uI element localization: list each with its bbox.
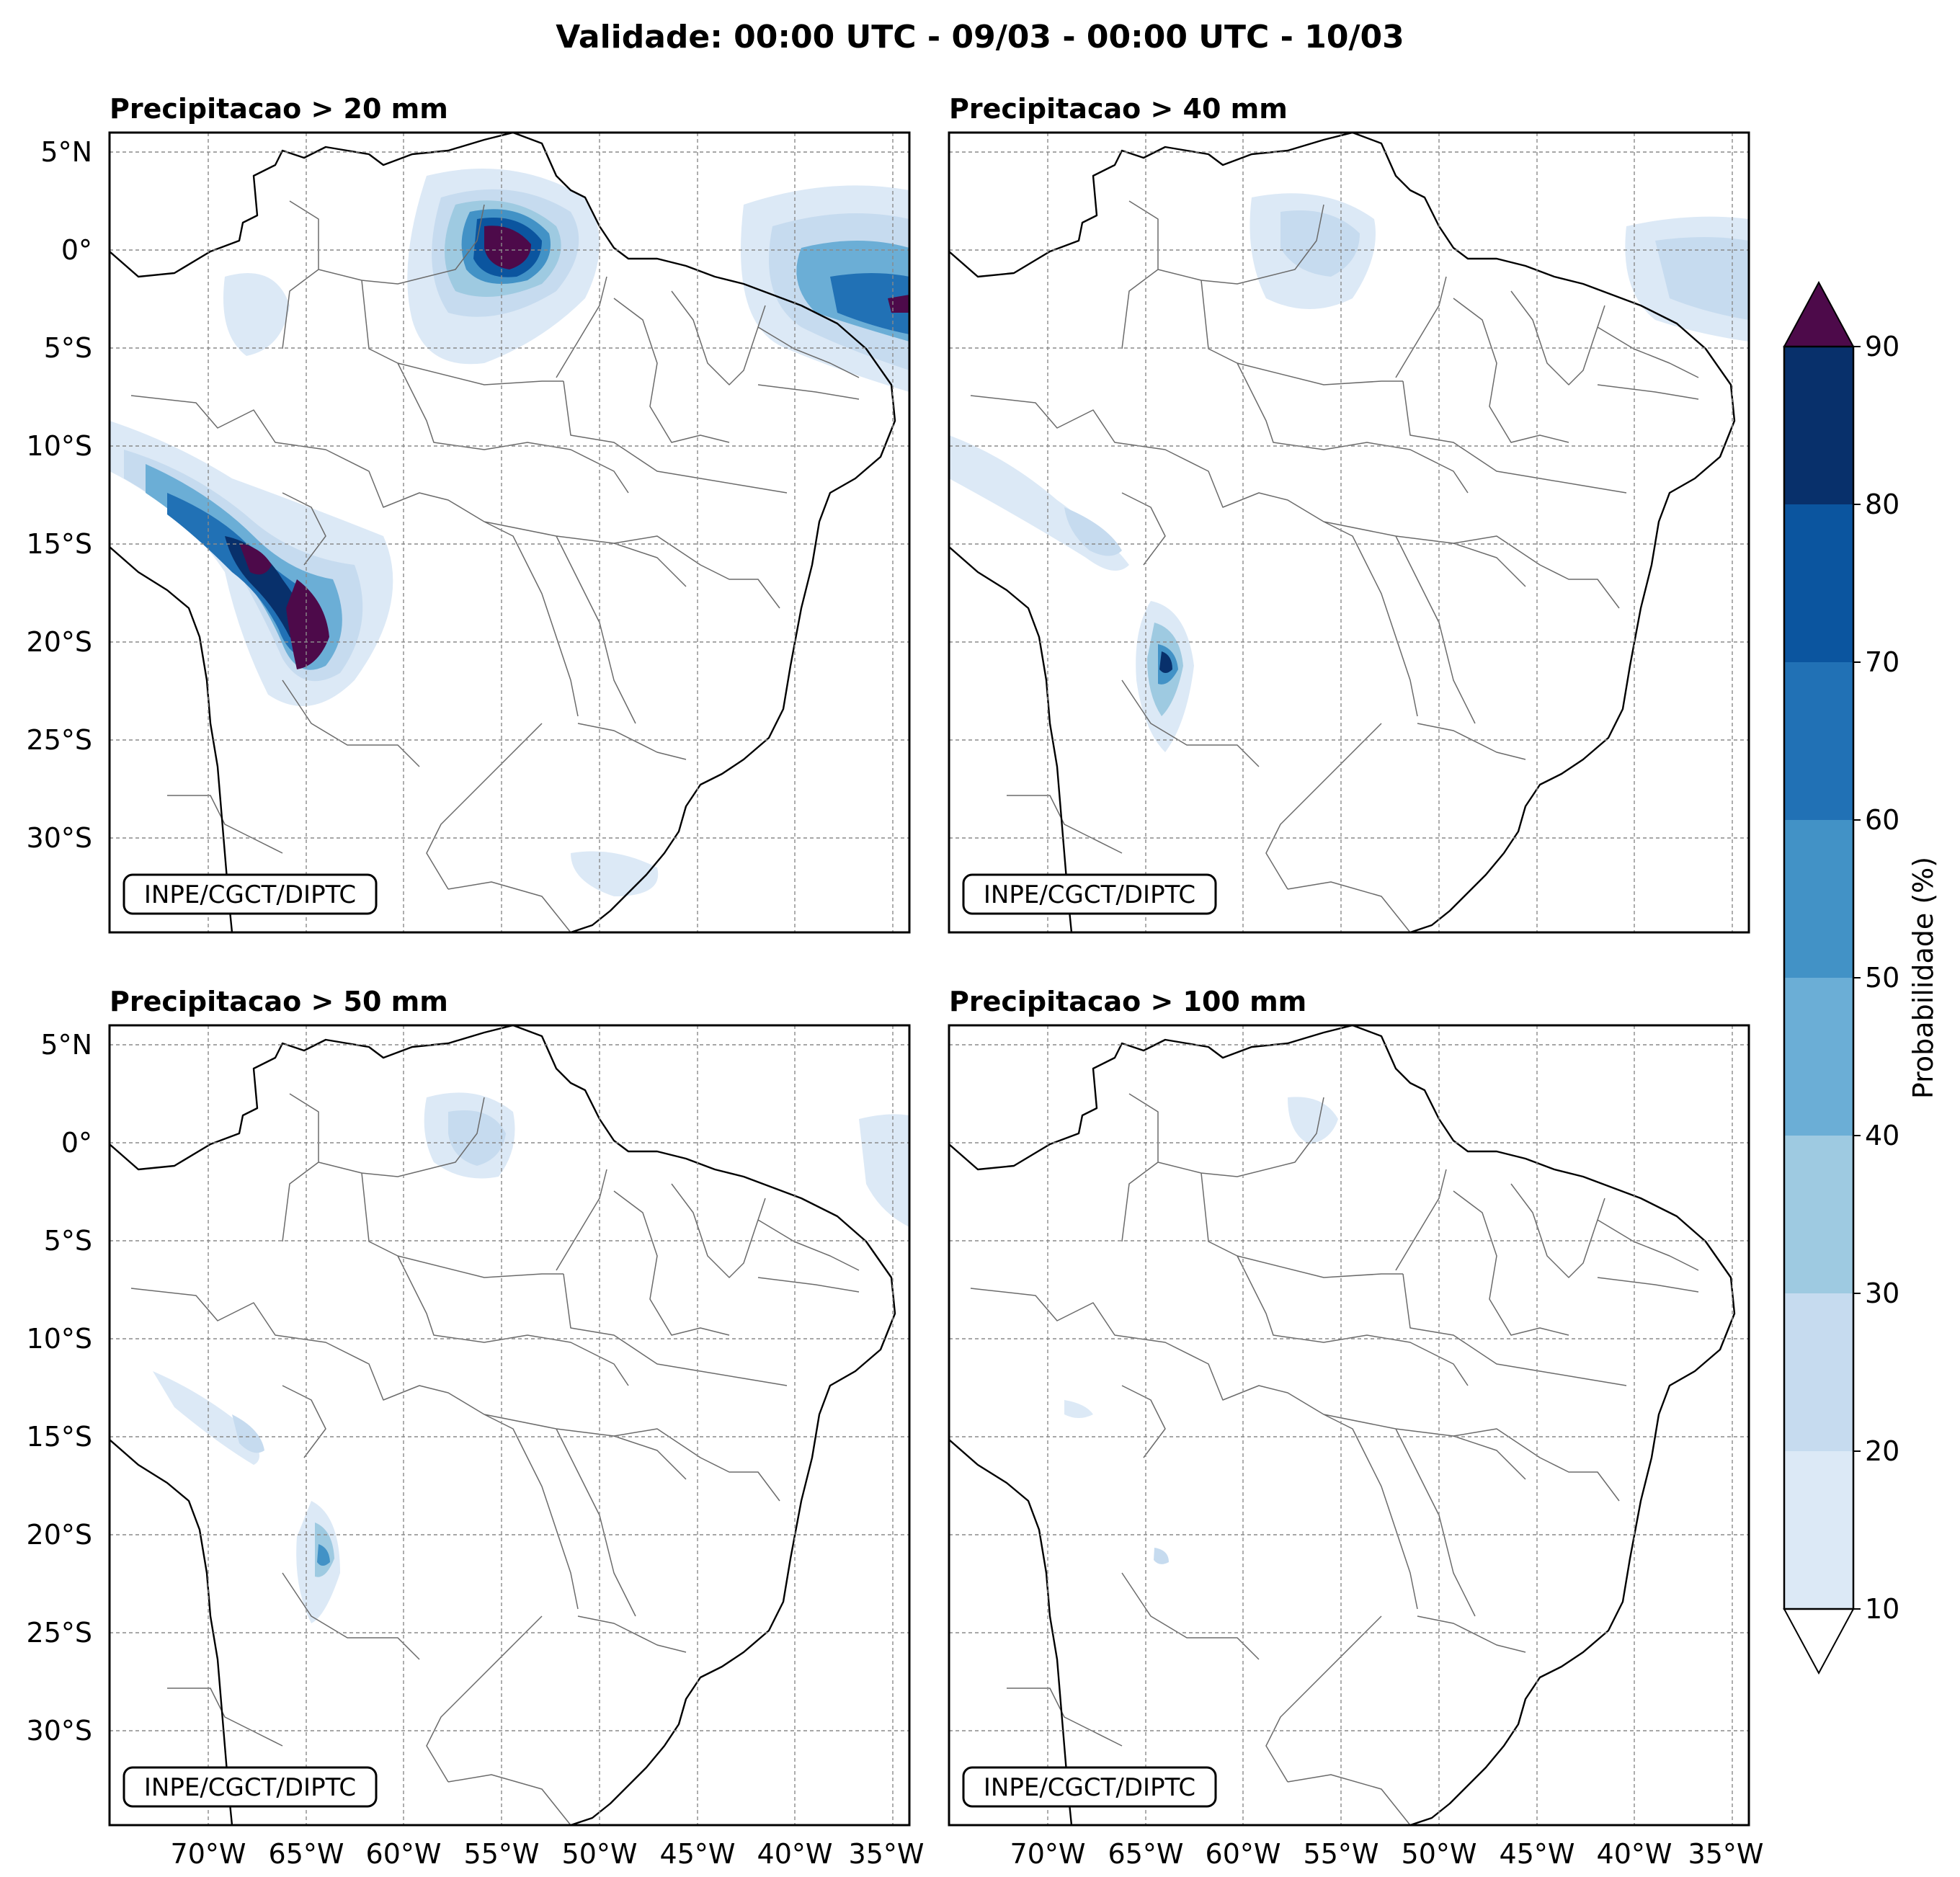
colorbar: 10 20 30 40 50 60 70 80 90 Probabilidade (%) [1783,280,1939,1675]
colorbar-band [1784,820,1853,978]
credit-label: INPE/CGCT/DIPTC [984,1773,1195,1802]
lat-tick: 5°S [44,332,92,364]
lat-ticks-bottom: 5°N 0° 5°S 10°S 15°S 20°S 25°S 30°S [27,1029,92,1747]
colorbar-band [1784,978,1853,1136]
colorbar-over-arrow [1783,280,1855,347]
colorbar-band [1784,347,1853,504]
lat-tick: 20°S [27,1519,92,1551]
lat-tick: 5°S [44,1225,92,1257]
colorbar-band [1784,1293,1853,1451]
figure-title: Validade: 00:00 UTC - 09/03 - 00:00 UTC … [556,19,1404,55]
lat-tick: 25°S [27,1617,92,1649]
lon-tick: 50°W [562,1838,638,1870]
colorbar-band [1784,1451,1853,1609]
lon-tick: 65°W [1108,1838,1184,1870]
lat-tick: 15°S [27,1421,92,1453]
panel-title: Precipitacao > 50 mm [110,986,448,1017]
colorbar-tick-label: 40 [1865,1120,1899,1151]
credit-label: INPE/CGCT/DIPTC [144,1773,356,1802]
colorbar-band [1784,1136,1853,1293]
colorbar-tick-label: 70 [1865,646,1899,678]
lon-tick: 35°W [1688,1838,1764,1870]
panel-title: Precipitacao > 100 mm [949,986,1306,1017]
lat-tick: 5°N [40,1029,92,1061]
colorbar-tick-label: 10 [1865,1593,1899,1625]
lon-tick: 40°W [1597,1838,1672,1870]
credit-label: INPE/CGCT/DIPTC [144,880,356,909]
lat-tick: 30°S [27,822,92,854]
credit-badge: INPE/CGCT/DIPTC [122,873,378,915]
lon-tick: 50°W [1402,1838,1477,1870]
credit-label: INPE/CGCT/DIPTC [984,880,1195,909]
colorbar-band [1784,504,1853,662]
credit-badge: INPE/CGCT/DIPTC [962,1766,1217,1808]
lon-tick: 35°W [849,1838,925,1870]
lon-tick: 70°W [1010,1838,1086,1870]
lon-tick: 70°W [171,1838,246,1870]
panel-100mm: Precipitacao > 100 mm INPE/CGCT/DIPTC [948,986,1750,1827]
colorbar-tick-label: 30 [1865,1278,1899,1309]
panel-title: Precipitacao > 40 mm [949,93,1288,125]
lon-tick: 60°W [366,1838,442,1870]
lat-tick: 10°S [27,1323,92,1355]
lat-tick: 25°S [27,724,92,756]
credit-badge: INPE/CGCT/DIPTC [122,1766,378,1808]
lon-tick: 45°W [1500,1838,1575,1870]
colorbar-ticks: 10 20 30 40 50 60 70 80 90 [1853,331,1899,1625]
panel-40mm: Precipitacao > 40 mm INPE/CGCT/DIPTC [948,93,1750,934]
credit-badge: INPE/CGCT/DIPTC [962,873,1217,915]
colorbar-tick-label: 20 [1865,1435,1899,1467]
panel-title: Precipitacao > 20 mm [110,93,448,125]
colorbar-under-arrow [1783,1608,1855,1675]
lat-tick: 5°N [40,136,92,168]
colorbar-bands [1784,347,1853,1609]
colorbar-tick-label: 50 [1865,962,1899,994]
lat-tick: 20°S [27,626,92,658]
lon-tick: 55°W [464,1838,540,1870]
lat-tick: 30°S [27,1715,92,1747]
lon-tick: 45°W [660,1838,736,1870]
lat-tick: 10°S [27,430,92,462]
colorbar-tick-label: 80 [1865,489,1899,520]
lon-ticks-right: 70°W 65°W 60°W 55°W 50°W 45°W 40°W 35°W [1010,1838,1764,1870]
lat-tick: 15°S [27,528,92,560]
lon-tick: 40°W [757,1838,833,1870]
lat-ticks-top: 5°N 0° 5°S 10°S 15°S 20°S 25°S 30°S [27,136,92,854]
colorbar-tick-label: 60 [1865,804,1899,836]
lat-tick: 0° [61,1127,92,1159]
panel-50mm: Precipitacao > 50 mm INPE/CGCT/DIPTC [108,986,911,1827]
panel-20mm: Precipitacao > 20 mm INPE/CGCT/DIPTC [108,93,911,934]
lon-tick: 65°W [269,1838,344,1870]
lon-tick: 60°W [1206,1838,1281,1870]
lon-tick: 55°W [1304,1838,1379,1870]
lat-tick: 0° [61,234,92,266]
colorbar-band [1784,662,1853,820]
lon-ticks-left: 70°W 65°W 60°W 55°W 50°W 45°W 40°W 35°W [171,1838,925,1870]
colorbar-label: Probabilidade (%) [1907,857,1939,1099]
colorbar-tick-label: 90 [1865,331,1899,362]
